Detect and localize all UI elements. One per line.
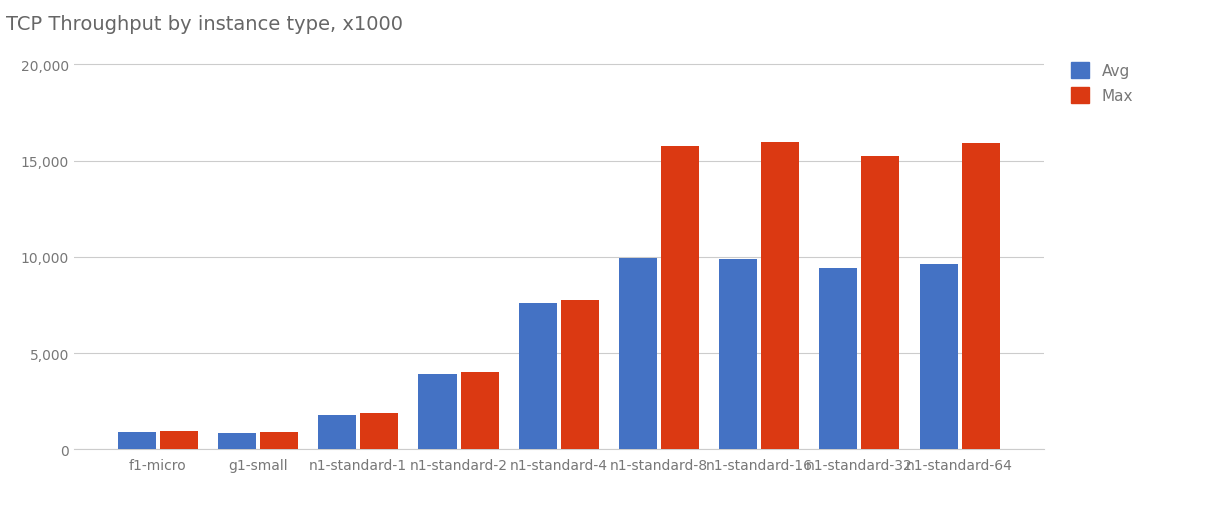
Bar	[419, 375, 457, 449]
Bar	[619, 258, 657, 449]
Bar	[861, 157, 899, 449]
Bar	[460, 373, 499, 449]
Bar	[962, 144, 1000, 449]
Bar	[920, 264, 958, 449]
Bar	[661, 147, 699, 449]
Bar	[219, 433, 257, 449]
Bar	[720, 259, 758, 449]
Legend: Avg, Max: Avg, Max	[1071, 63, 1133, 104]
Bar	[360, 413, 398, 449]
Bar	[160, 431, 198, 449]
Bar	[118, 432, 156, 449]
Bar	[318, 415, 356, 449]
Bar	[561, 300, 599, 449]
Text: TCP Throughput by instance type, x1000: TCP Throughput by instance type, x1000	[6, 15, 403, 34]
Bar	[761, 143, 799, 449]
Bar	[819, 269, 857, 449]
Bar	[518, 304, 556, 449]
Bar	[260, 432, 298, 449]
